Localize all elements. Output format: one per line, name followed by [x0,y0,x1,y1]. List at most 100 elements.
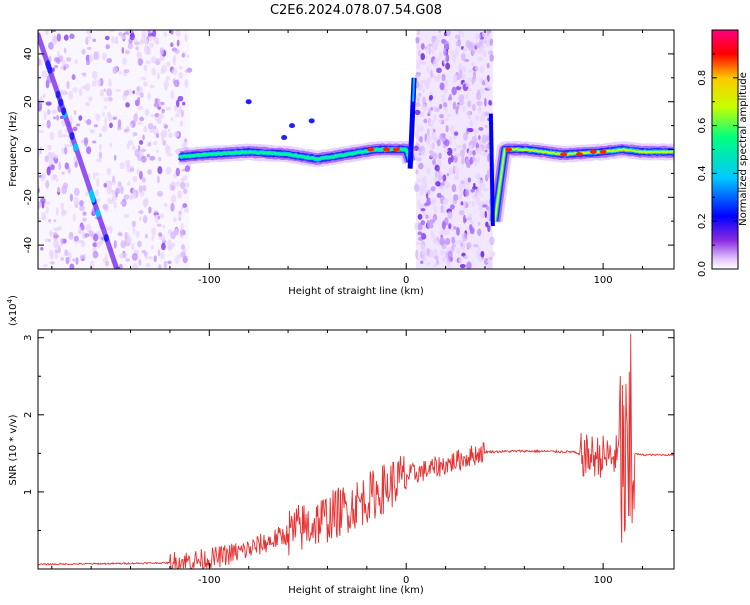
noise-blob [434,43,438,51]
noise-blob [474,128,478,137]
noise-blob [439,103,443,110]
noise-blob [93,124,98,128]
noise-blob [81,72,87,76]
isolated-feature [289,123,296,129]
noise-blob [453,131,459,136]
noise-blob [123,214,130,218]
noise-blob [103,105,108,110]
noise-blob [137,58,143,66]
noise-blob [92,80,95,88]
noise-blob [413,184,420,193]
noise-blob [474,45,478,50]
noise-blob [418,162,424,170]
noise-blob [455,106,459,115]
noise-blob [484,124,488,128]
noise-blob [462,232,468,242]
noise-blob [415,249,419,259]
noise-blob [452,74,458,83]
noise-blob [165,145,171,155]
noise-blob [178,65,183,70]
noise-blob [94,78,97,87]
noise-blob [462,65,467,73]
noise-blob [129,32,135,41]
noise-blob [58,161,62,171]
noise-blob [127,140,134,146]
noise-blob [92,70,98,80]
noise-blob [416,134,420,138]
noise-blob [133,132,138,137]
noise-blob [65,57,72,62]
noise-blob [137,106,144,111]
carrier-center [493,147,674,222]
noise-blob [468,144,473,150]
snr-x-axis-label: Height of straight line (km) [288,585,424,596]
noise-blob [107,96,113,102]
noise-blob [463,58,470,63]
noise-blob [56,114,59,121]
noise-blob [451,55,457,63]
noise-blob [149,155,156,161]
noise-blob [46,166,51,176]
noise-blob [49,250,54,260]
noise-blob [428,110,431,115]
noise-blob [489,38,493,46]
noise-blob [477,32,481,40]
noise-blob [426,261,431,266]
noise-blob [84,82,91,92]
noise-blob [441,73,446,82]
carrier-hotspot [505,147,513,152]
noise-blob [151,244,154,250]
noise-blob [180,251,186,258]
noise-blob [466,241,472,249]
noise-blob [42,93,46,99]
noise-blob [167,260,172,265]
noise-blob [452,101,457,110]
noise-blob [432,213,438,222]
colorbar [712,30,738,269]
noise-blob [153,212,159,216]
noise-blob [460,52,466,62]
noise-blob [88,230,94,237]
noise-blob [470,188,475,193]
noise-blob [462,104,466,112]
noise-blob [449,50,455,55]
noise-blob [165,76,170,81]
noise-blob [419,125,424,132]
noise-blob [60,202,65,210]
noise-blob [52,157,56,161]
noise-blob [172,57,176,66]
snr-x-tick-label: -100 [198,575,221,586]
noise-blob [84,119,87,124]
noise-blob [98,151,102,160]
noise-blob [158,113,162,123]
noise-blob [73,109,77,115]
noise-blob [428,214,432,219]
noise-blob [436,236,440,242]
noise-blob [60,238,64,246]
noise-blob [488,256,493,261]
isolated-feature [245,99,252,105]
noise-blob [57,245,61,254]
diagonal-trace-blob [103,234,109,243]
noise-blob [467,88,472,92]
noise-blob [472,149,476,156]
noise-blob [154,98,159,104]
noise-blob [472,186,478,190]
noise-blob [465,40,471,48]
noise-blob [420,79,426,84]
noise-blob [431,35,436,45]
noise-blob [464,218,467,223]
noise-blob [426,247,431,257]
noise-blob [152,30,157,37]
noise-blob [484,111,490,117]
noise-blob [458,209,465,216]
noise-blob [451,86,457,96]
noise-blob [44,30,50,36]
noise-blob [181,53,185,58]
diagonal-trace-blob [73,143,79,152]
snr-y-tick-label: 3 [23,335,34,341]
noise-blob [429,143,434,149]
noise-blob [175,30,181,37]
noise-blob [489,53,494,62]
noise-blob [462,143,467,151]
